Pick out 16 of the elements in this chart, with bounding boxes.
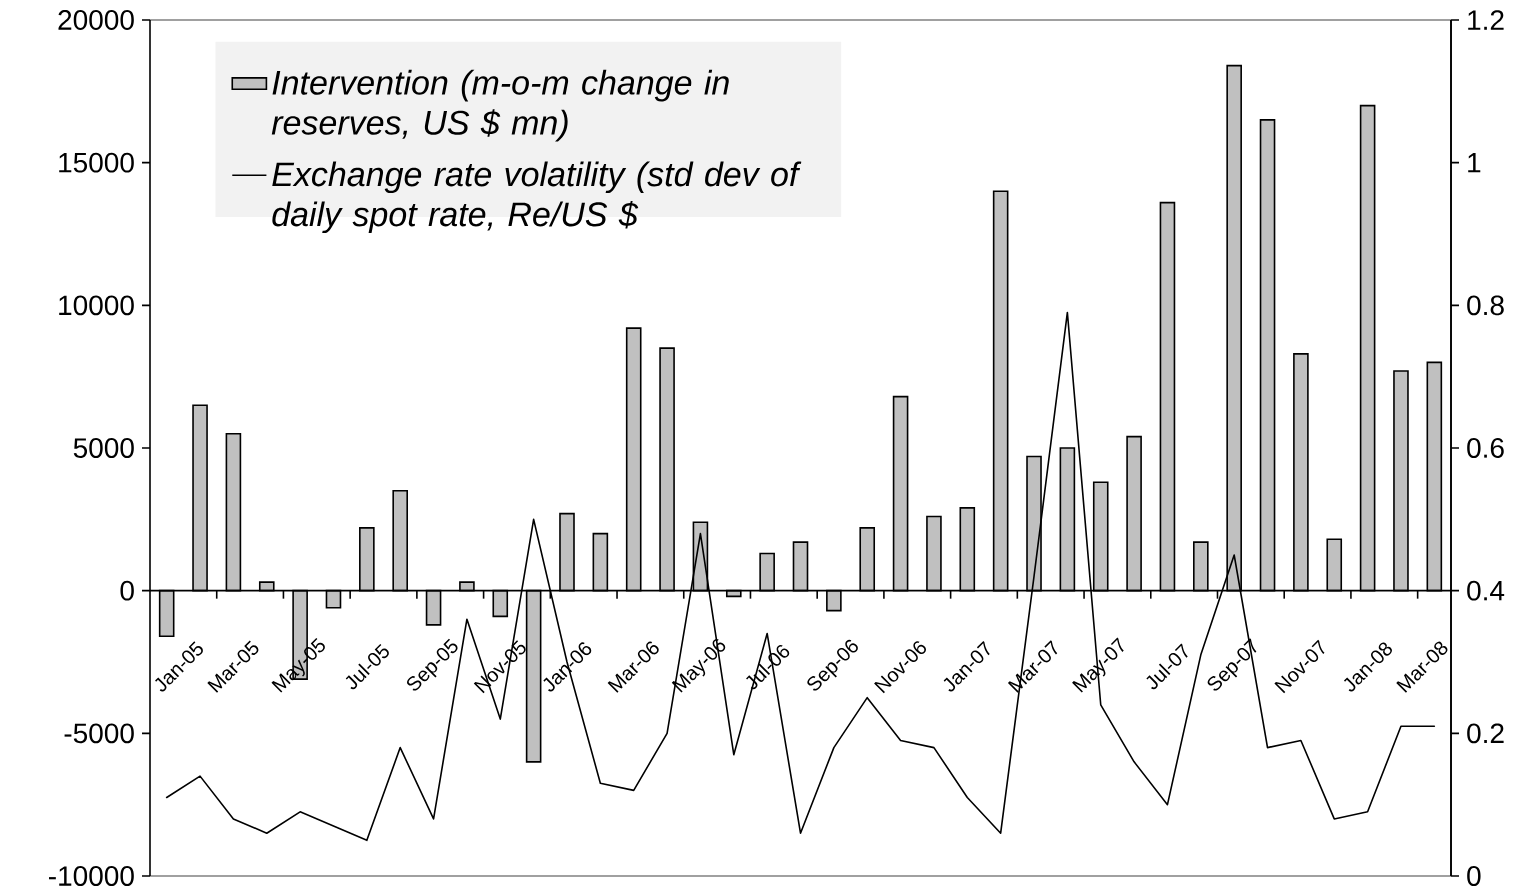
y2-tick-label: 0.6 <box>1467 438 1504 458</box>
y-tick-label: 15000 <box>59 152 134 173</box>
y-tick-label: 0 <box>120 580 134 601</box>
legend-label: Exchange rate volatility (std dev of daily spot rate, Re/US $ <box>272 161 802 234</box>
y2-tick-label: 0.4 <box>1467 580 1505 601</box>
y-tick-label: 20000 <box>58 10 134 30</box>
y2-tick-label: 0.2 <box>1467 723 1504 744</box>
y-tick-label: -10000 <box>49 866 134 886</box>
y-tick-label: 5000 <box>73 438 134 458</box>
legend-label: Intervention (m-o-m change in reserves, US $ mn) <box>271 69 729 142</box>
y2-tick-label: 0 <box>1467 866 1481 886</box>
y2-tick-label: 0.8 <box>1467 295 1504 316</box>
y-tick-label: -5000 <box>64 723 134 744</box>
y-tick-label: 10000 <box>59 295 134 316</box>
y2-tick-label: 1.2 <box>1468 10 1504 30</box>
y2-tick-label: 1 <box>1468 153 1481 173</box>
